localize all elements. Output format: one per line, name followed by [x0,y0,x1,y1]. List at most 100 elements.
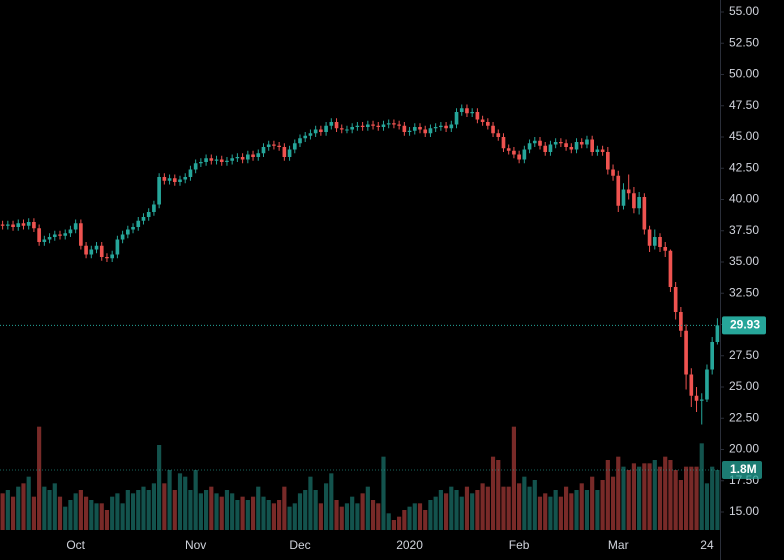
y-tick-label: 22.50 [729,410,759,424]
volume-bar [219,496,224,530]
volume-bar [678,480,683,530]
volume-bar [183,476,188,530]
candle-body [475,112,480,120]
volume-bar [501,486,506,530]
candle-body [178,179,182,182]
candle-body [26,222,31,226]
candle-body [360,125,365,127]
volume-bar [256,486,261,530]
candle-body [183,177,188,180]
volume-bar [444,493,449,530]
candle-body [439,125,443,127]
candle-body [298,138,302,144]
candle-body [574,142,579,150]
volume-bar [282,486,287,530]
volume-bar [553,490,558,530]
candle-body [63,233,68,236]
volume-bar [397,516,402,530]
volume-bar [710,466,715,530]
candle-body [73,223,78,230]
candle-body [32,222,36,229]
candle-body [569,147,574,150]
candle-body [647,229,652,246]
volume-bar [694,466,699,530]
volume-bar [130,493,136,530]
volume-bar [10,496,16,530]
candle-body [292,143,297,150]
candle-body [553,142,558,145]
candle-body [538,140,542,146]
volume-bar [344,503,350,530]
volume-bar [318,503,323,530]
candle-body [679,312,683,331]
volume-bar [230,493,235,530]
candle-body [673,287,678,312]
candle-body [454,112,459,125]
candle-body [235,157,240,159]
volume-bar [647,463,652,530]
candle-body [52,234,57,237]
candle-body [42,239,47,242]
volume-bar [391,520,396,530]
volume-bar [564,486,569,530]
candle-body [710,342,714,370]
volume-bar [517,483,522,530]
candle-body [120,234,125,240]
volume-bar [292,503,297,530]
y-tick-label: 42.50 [729,160,759,174]
volume-bar [704,483,710,530]
volume-bar [475,490,480,530]
candle-body [329,122,334,126]
candle-body [146,212,151,217]
volume-bar [631,463,636,530]
volume-bar [616,456,621,530]
volume-bar [569,493,574,530]
candle-body [115,239,120,255]
volume-bar [214,493,219,530]
volume-bar [590,476,595,530]
volume-bar [115,493,120,530]
volume-bar [339,506,344,530]
x-tick-label: Mar [608,538,629,552]
volume-bar [57,496,63,530]
candle-body [6,224,10,226]
candle-body [172,178,177,182]
volume-bar [673,470,678,530]
volume-bar [642,463,647,530]
last-price-label: 29.93 [730,318,760,332]
candle-body [480,119,485,122]
candle-body [126,229,130,235]
volume-bar [621,466,626,530]
candle-body [261,147,266,154]
candle-body [79,223,83,246]
candle-body [433,127,438,129]
volume-bar [579,483,584,530]
candle-body [313,129,318,134]
volume-bar [73,493,78,530]
volume-bar [595,490,600,530]
volume-bar [198,493,203,530]
candle-body [94,245,99,250]
volume-bar [235,500,240,530]
candle-body [230,158,234,161]
volume-bar [68,500,73,530]
volume-bar [485,486,490,530]
volume-bar [0,493,5,530]
volume-bar [433,496,438,530]
volume-bar [104,510,110,530]
volume-bar [626,470,631,530]
volume-bar [334,500,339,530]
candle-body [663,247,668,251]
candle-body [131,227,135,230]
volume-bar [287,506,292,530]
candle-body [141,217,146,221]
volume-bar [94,503,99,530]
candle-body [616,175,621,206]
volume-bar [324,483,329,530]
candle-body [366,124,370,127]
candle-body [506,148,511,151]
volume-bar [157,445,162,530]
volume-bar [365,486,370,530]
volume-bar [42,486,47,530]
candle-body [517,154,521,160]
